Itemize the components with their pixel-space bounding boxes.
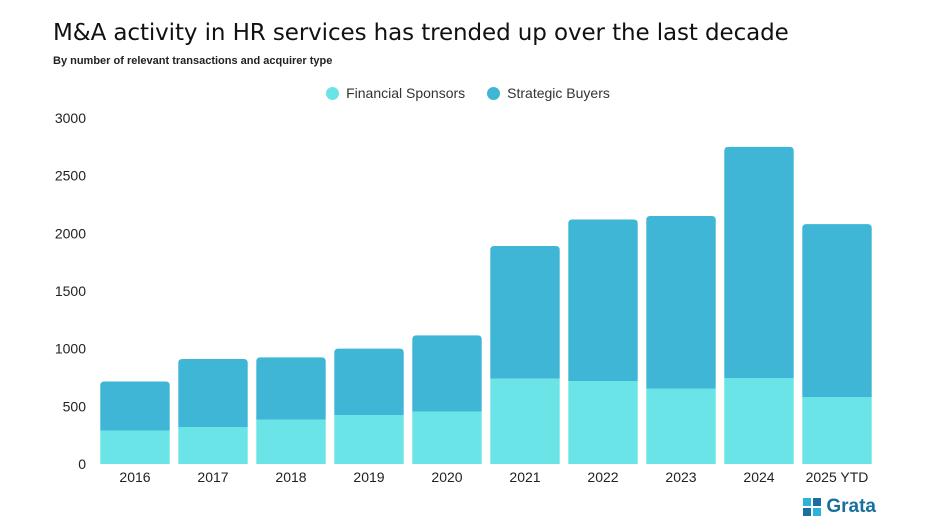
chart-legend: Financial Sponsors Strategic Buyers — [0, 85, 936, 101]
bar-strategic-buyers-2019 — [334, 348, 404, 415]
bar-financial-sponsors-2024 — [724, 378, 794, 464]
bar-strategic-buyers-2021 — [490, 246, 560, 379]
legend-swatch-financial-sponsors — [326, 86, 340, 100]
bar-strategic-buyers-2025-ytd — [802, 224, 872, 398]
bar-strategic-buyers-2018 — [256, 357, 326, 420]
x-tick-label-2016: 2016 — [119, 469, 150, 485]
y-tick-label-3000: 3000 — [55, 110, 86, 126]
legend-swatch-strategic-buyers — [487, 86, 501, 100]
bar-strategic-buyers-2020 — [412, 335, 482, 412]
bar-strategic-buyers-2024 — [724, 146, 794, 379]
x-tick-label-2023: 2023 — [665, 469, 696, 485]
legend-item-financial-sponsors: Financial Sponsors — [326, 85, 465, 101]
bar-strategic-buyers-2017 — [178, 359, 248, 428]
grata-logo-icon — [803, 498, 822, 516]
x-tick-label-2022: 2022 — [587, 469, 618, 485]
x-tick-label-2017: 2017 — [197, 469, 228, 485]
bar-strategic-buyers-2023 — [646, 216, 716, 389]
x-tick-label-2021: 2021 — [509, 469, 540, 485]
y-tick-label-0: 0 — [78, 456, 86, 472]
bar-financial-sponsors-2017 — [178, 427, 248, 464]
bar-financial-sponsors-2023 — [646, 388, 716, 464]
bar-financial-sponsors-2019 — [334, 414, 404, 464]
bar-financial-sponsors-2020 — [412, 411, 482, 464]
bar-financial-sponsors-2025-ytd — [802, 397, 872, 464]
x-tick-label-2018: 2018 — [275, 469, 306, 485]
x-tick-label-2024: 2024 — [743, 469, 774, 485]
bar-strategic-buyers-2016 — [100, 381, 170, 431]
y-tick-label-2000: 2000 — [55, 225, 86, 241]
chart-subtitle: By number of relevant transactions and a… — [53, 55, 333, 67]
grata-logo: Grata — [803, 496, 876, 518]
legend-label-strategic-buyers: Strategic Buyers — [507, 85, 610, 101]
y-tick-label-1000: 1000 — [55, 341, 86, 357]
grata-logo-text: Grata — [826, 496, 876, 517]
y-tick-label-1500: 1500 — [55, 283, 86, 299]
legend-item-strategic-buyers: Strategic Buyers — [487, 85, 610, 101]
y-tick-label-2500: 2500 — [55, 168, 86, 184]
bar-financial-sponsors-2022 — [568, 380, 638, 464]
bar-financial-sponsors-2021 — [490, 378, 560, 464]
x-tick-label-2025-ytd: 2025 YTD — [806, 469, 869, 485]
chart-title: M&A activity in HR services has trended … — [53, 20, 789, 46]
y-tick-label-500: 500 — [63, 398, 87, 414]
bar-strategic-buyers-2022 — [568, 219, 638, 381]
bar-financial-sponsors-2018 — [256, 419, 326, 464]
legend-label-financial-sponsors: Financial Sponsors — [346, 85, 466, 101]
bar-financial-sponsors-2016 — [100, 430, 170, 464]
x-tick-label-2020: 2020 — [431, 469, 462, 485]
x-tick-label-2019: 2019 — [353, 469, 384, 485]
